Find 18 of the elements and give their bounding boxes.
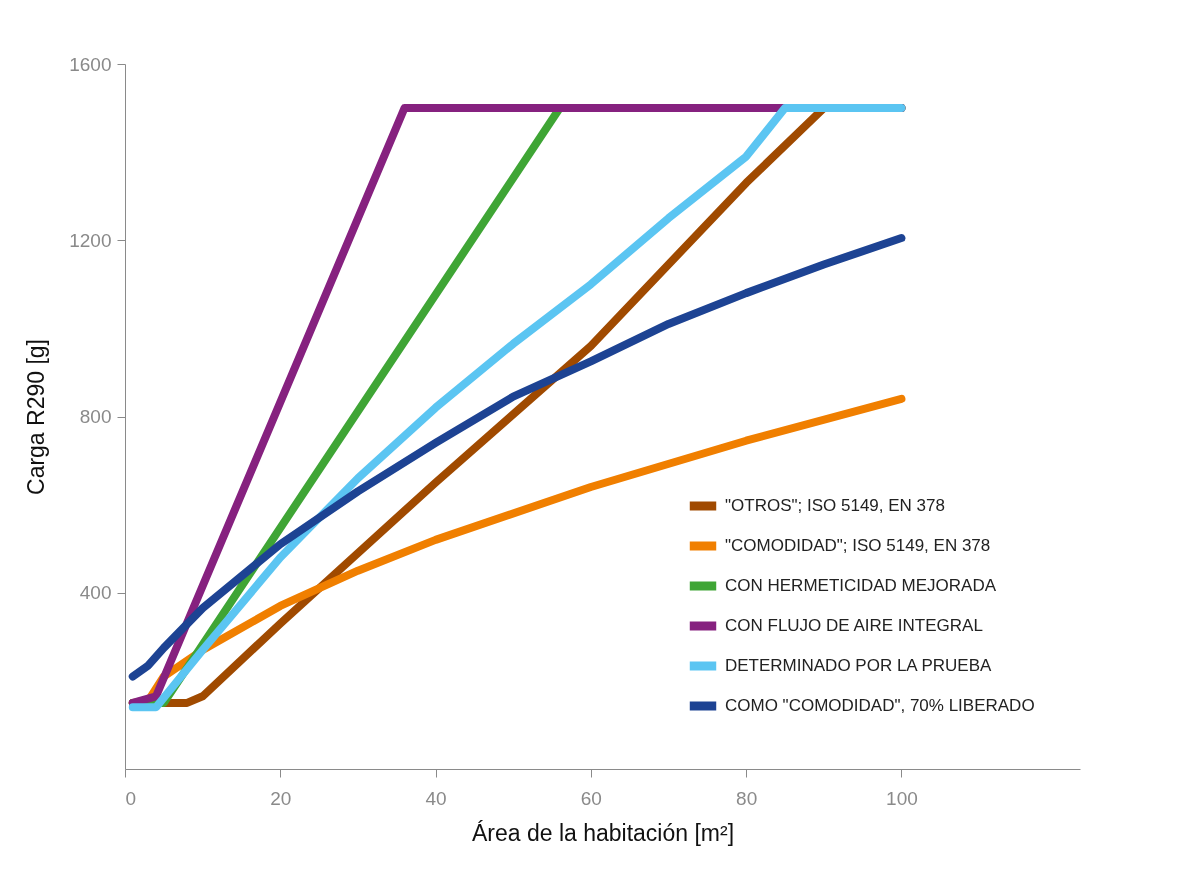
y-tick-label: 1200 <box>69 229 112 251</box>
x-tick-label: 20 <box>270 787 292 809</box>
x-tick-label: 100 <box>886 787 918 809</box>
legend-label: CON HERMETICIDAD MEJORADA <box>725 576 997 595</box>
legend-label: DETERMINADO POR LA PRUEBA <box>725 656 993 675</box>
y-tick-label: 800 <box>79 406 112 427</box>
x-tick-label: 60 <box>580 787 602 809</box>
legend-label: CON FLUJO DE AIRE INTEGRAL <box>725 616 983 635</box>
legend-label: "OTROS"; ISO 5149, EN 378 <box>725 496 945 515</box>
y-tick-label: 1600 <box>69 53 112 75</box>
x-axis-title: Área de la habitación [m²] <box>471 819 735 846</box>
legend-label: "COMODIDAD"; ISO 5149, EN 378 <box>725 536 991 555</box>
legend-label: COMO "COMODIDAD", 70% LIBERADO <box>725 696 1035 715</box>
x-tick-label: 80 <box>736 787 758 809</box>
y-tick-label: 400 <box>79 582 112 604</box>
y-axis-title: Carga R290 [g] <box>23 339 50 495</box>
x-tick-label: 40 <box>425 787 447 809</box>
x-tick-label: 0 <box>125 787 137 809</box>
